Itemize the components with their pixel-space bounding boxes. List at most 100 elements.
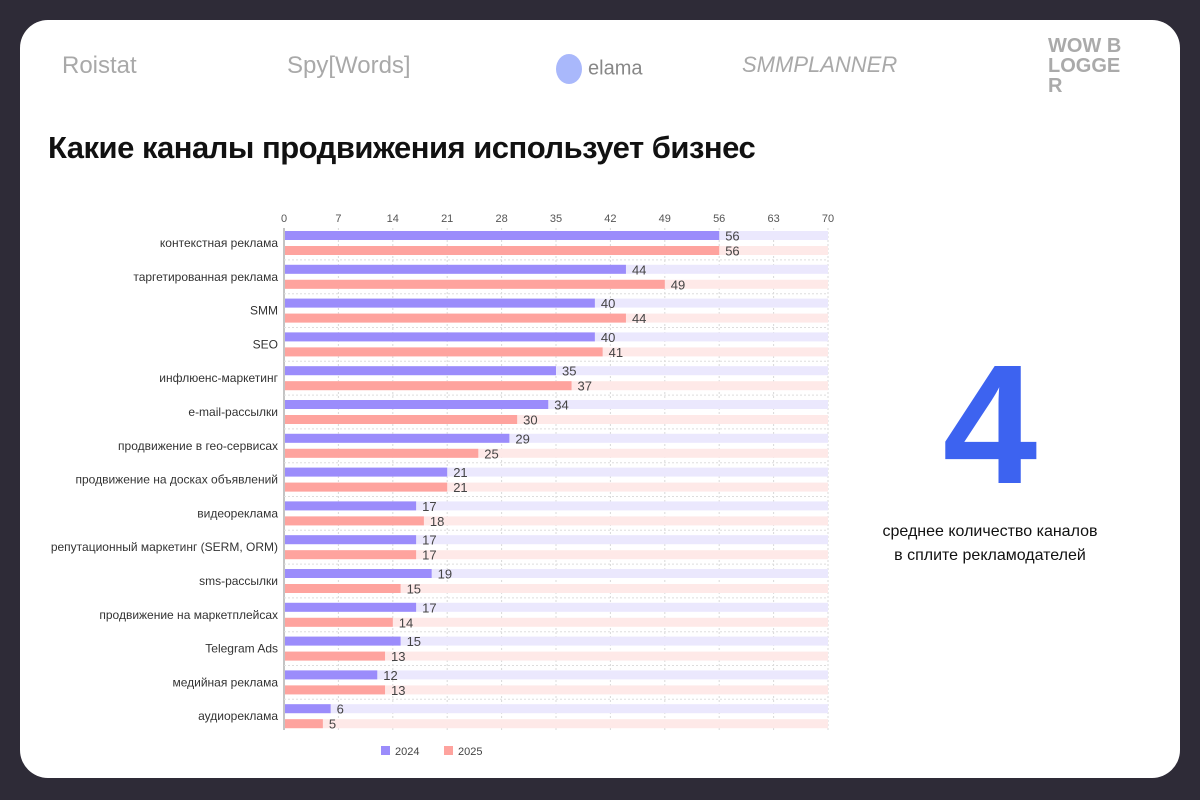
x-tick-label: 63 — [767, 213, 779, 225]
logo-spywords: Spy[Words] — [287, 52, 411, 79]
logo-roistat: Roistat — [62, 52, 137, 79]
data-label-2024: 35 — [562, 364, 576, 379]
data-label-2025: 5 — [329, 717, 336, 732]
stat-caption: среднее количество каналов в сплите рекл… — [860, 520, 1120, 568]
x-tick-label: 28 — [495, 213, 507, 225]
data-label-2024: 17 — [422, 499, 436, 514]
bar-2025 — [285, 415, 518, 424]
bar-2024 — [285, 467, 448, 477]
logo-elama: elama — [556, 54, 642, 84]
bar-2024 — [285, 400, 549, 409]
stat-value: 4 — [942, 330, 1038, 520]
bar-2025 — [285, 279, 665, 289]
bar-track — [285, 569, 828, 578]
bar-track — [285, 516, 828, 526]
data-label-2025: 56 — [725, 244, 739, 259]
data-label-2024: 29 — [515, 431, 529, 446]
logo-elama-text: elama — [588, 57, 643, 80]
bar-track — [285, 366, 828, 376]
bar-2025 — [285, 584, 401, 593]
data-label-2025: 41 — [609, 345, 623, 360]
bar-2025 — [285, 246, 720, 255]
bar-2024 — [285, 535, 417, 545]
bar-track — [285, 482, 828, 492]
bar-2025 — [285, 685, 386, 695]
bar-track — [285, 448, 828, 458]
bar-2024 — [285, 332, 595, 342]
category-label: продвижение на досках объявлений — [76, 473, 279, 487]
bar-2025 — [285, 381, 572, 391]
elama-icon — [556, 54, 582, 84]
category-label: аудиореклама — [198, 709, 278, 723]
data-label-2025: 17 — [422, 548, 436, 563]
bar-track — [285, 651, 828, 661]
data-label-2025: 18 — [430, 514, 444, 529]
bar-2024 — [285, 501, 417, 511]
data-label-2024: 21 — [453, 465, 467, 480]
data-label-2025: 44 — [632, 311, 646, 326]
legend-label-2025: 2025 — [458, 746, 482, 758]
bar-track — [285, 602, 828, 612]
bar-2024 — [285, 569, 432, 578]
legend-swatch-2024 — [381, 746, 390, 755]
x-tick-label: 70 — [822, 213, 834, 225]
bar-2024 — [285, 636, 401, 646]
category-label: SEO — [253, 337, 278, 351]
bar-2025 — [285, 313, 626, 323]
category-label: инфлюенс-маркетинг — [159, 371, 278, 385]
bar-track — [285, 501, 828, 511]
stat-caption-line1: среднее количество каналов — [882, 523, 1098, 540]
category-label: продвижение в гео-сервисах — [118, 439, 278, 453]
data-label-2024: 6 — [337, 702, 344, 717]
bar-track — [285, 704, 828, 714]
bar-2025 — [285, 719, 323, 729]
bar-2025 — [285, 651, 386, 661]
logo-wowblogger: WOW BLOGGER — [1048, 35, 1122, 97]
data-label-2024: 34 — [554, 398, 568, 413]
x-tick-label: 21 — [441, 213, 453, 225]
bar-track — [285, 670, 828, 680]
bar-2025 — [285, 482, 448, 492]
bar-2024 — [285, 602, 417, 612]
data-label-2024: 40 — [601, 296, 615, 311]
bar-2025 — [285, 516, 424, 526]
data-label-2024: 40 — [601, 330, 615, 345]
data-label-2024: 17 — [422, 533, 436, 548]
x-tick-label: 49 — [659, 213, 671, 225]
x-tick-label: 56 — [713, 213, 725, 225]
x-tick-label: 14 — [387, 213, 399, 225]
category-label: продвижение на маркетплейсах — [99, 608, 278, 622]
x-tick-label: 7 — [335, 213, 341, 225]
category-label: SMM — [250, 304, 278, 318]
bar-track — [285, 584, 828, 593]
bar-2024 — [285, 366, 556, 376]
data-label-2025: 25 — [484, 446, 498, 461]
page-title: Какие каналы продвижения использует бизн… — [48, 130, 756, 165]
data-label-2024: 12 — [383, 668, 397, 683]
data-label-2025: 15 — [407, 582, 421, 597]
bar-track — [285, 415, 828, 424]
bar-2024 — [285, 264, 626, 274]
category-label: таргетированная реклама — [133, 270, 278, 284]
bar-track — [285, 719, 828, 729]
bar-track — [285, 535, 828, 545]
x-tick-label: 35 — [550, 213, 562, 225]
data-label-2025: 13 — [391, 649, 405, 664]
bar-2024 — [285, 670, 378, 680]
bar-track — [285, 636, 828, 646]
bar-2024 — [285, 704, 331, 714]
data-label-2025: 13 — [391, 683, 405, 698]
logo-smmplanner: SMMPLANNER — [742, 52, 898, 77]
bar-2024 — [285, 231, 720, 240]
legend-swatch-2025 — [444, 746, 453, 755]
bar-track — [285, 617, 828, 627]
bar-2024 — [285, 433, 510, 443]
data-label-2025: 14 — [399, 615, 413, 630]
bar-2025 — [285, 617, 393, 627]
category-label: sms-рассылки — [199, 574, 278, 588]
bar-2025 — [285, 448, 479, 458]
data-label-2024: 15 — [407, 634, 421, 649]
bar-track — [285, 685, 828, 695]
bar-track — [285, 433, 828, 443]
x-tick-label: 0 — [281, 213, 287, 225]
